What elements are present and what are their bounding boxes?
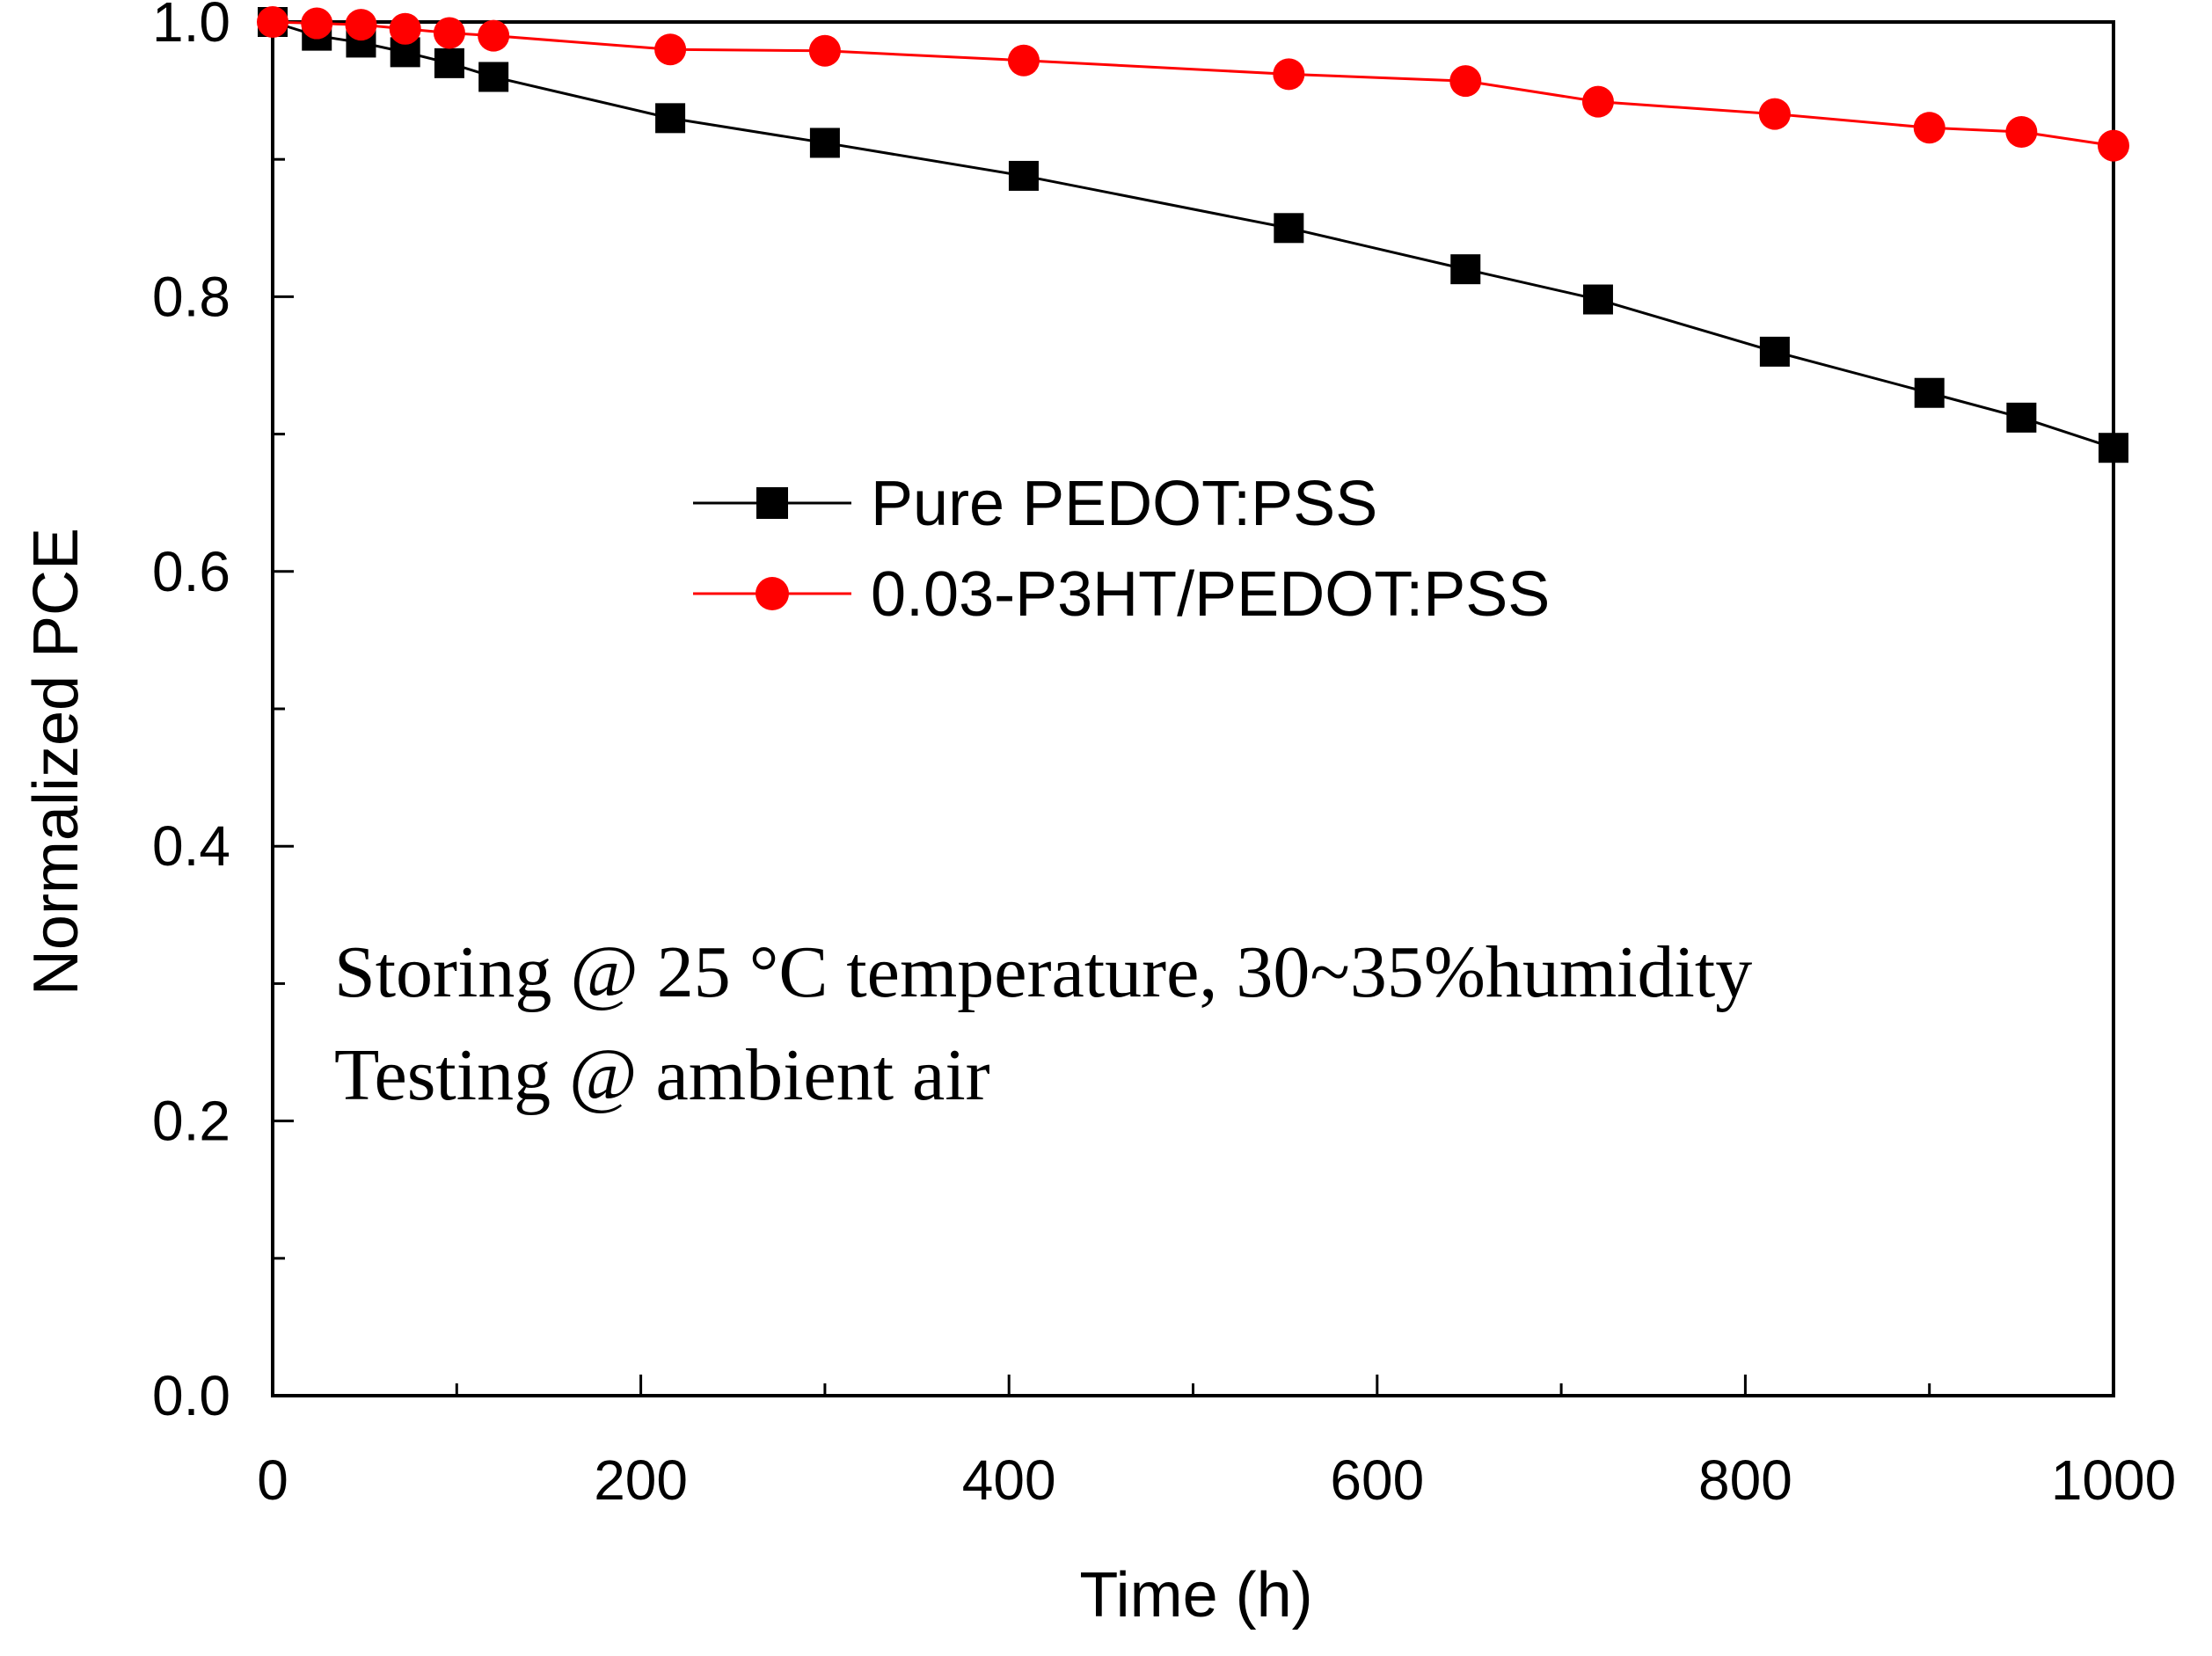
x-axis-title: Time (h) [1079,1560,1312,1630]
data-point [1274,213,1304,244]
data-point [2098,129,2129,162]
x-tick-label: 800 [1698,1448,1792,1512]
data-point [1913,112,1946,144]
data-point [1273,58,1305,91]
data-point [1007,44,1040,77]
legend-label-p3ht: 0.03-P3HT/PEDOT:PSS [871,559,1550,630]
series-layer [257,6,2129,463]
legend-marker-circle [756,577,789,610]
data-point [1914,377,1945,408]
x-tick-label: 600 [1330,1448,1424,1512]
data-point [808,34,841,67]
x-tick-labels: 0 200 400 600 800 1000 [257,1448,2176,1512]
data-point [2006,402,2037,433]
legend: Pure PEDOT:PSS 0.03-P3HT/PEDOT:PSS [693,469,1550,630]
y-tick-label: 0.8 [152,265,230,328]
data-point [1450,254,1481,285]
data-point [1581,85,1614,118]
x-tick-label: 0 [257,1448,288,1512]
y-tick-label: 0.6 [152,540,230,603]
data-point [301,7,333,40]
legend-marker-square [756,487,788,519]
data-point [434,47,464,78]
data-point [809,128,840,158]
legend-label-pure: Pure PEDOT:PSS [871,469,1377,539]
x-tick-label: 1000 [2051,1448,2176,1512]
data-point [389,12,421,45]
data-point [433,17,465,49]
x-tick-label: 200 [594,1448,688,1512]
y-tick-label: 0.4 [152,814,230,878]
axis-ticks [271,20,2115,1397]
y-tick-labels: 0.0 0.2 0.4 0.6 0.8 1.0 [152,0,230,1427]
data-point [345,9,377,41]
data-point [257,6,288,38]
data-point [1008,160,1039,191]
annotation-testing: Testing @ ambient air [334,1034,990,1116]
data-point [654,33,687,66]
data-point [478,19,510,52]
y-axis-title: Normalized PCE [21,528,91,996]
y-tick-label: 0.2 [152,1090,230,1153]
data-point [478,62,509,92]
x-tick-label: 400 [962,1448,1056,1512]
series-line [272,20,2114,148]
y-tick-label: 0.0 [152,1364,230,1427]
plot-frame [271,20,2115,1397]
data-point [2099,433,2128,463]
data-point [1758,98,1791,130]
data-point [655,103,686,134]
data-point [1449,65,1482,98]
data-point [1582,284,1613,315]
data-point [2005,115,2038,148]
data-point [1759,336,1790,367]
annotation-storing: Storing @ 25 °C temperature, 30~35%humid… [334,931,1752,1013]
series-line [272,20,2114,449]
y-tick-label: 1.0 [152,0,230,54]
